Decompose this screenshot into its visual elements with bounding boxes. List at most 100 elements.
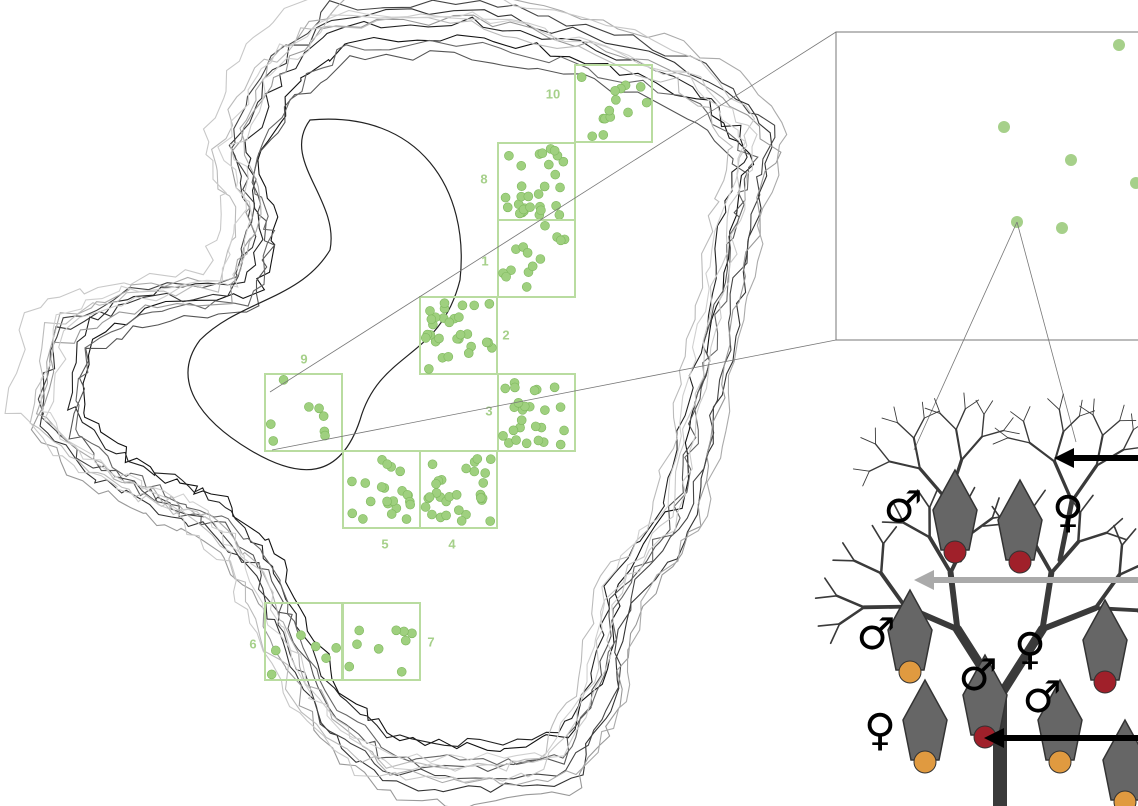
location-dot — [504, 151, 513, 160]
location-dot — [387, 510, 396, 519]
branch — [1008, 438, 1030, 443]
location-dot — [402, 515, 411, 524]
location-dot — [522, 439, 531, 448]
branch — [1042, 608, 1095, 629]
location-dot — [611, 86, 620, 95]
location-dot — [534, 190, 543, 199]
location-dot — [425, 306, 434, 315]
bat-wing — [933, 470, 977, 550]
branch — [1059, 410, 1063, 432]
location-dot — [552, 201, 561, 210]
sex-symbol: ♀ — [1052, 487, 1084, 538]
location-dot — [421, 333, 430, 342]
location-dot — [427, 315, 436, 324]
branch — [853, 469, 869, 471]
branch — [816, 596, 837, 598]
branch — [854, 561, 881, 573]
location-dot — [540, 406, 549, 415]
branch — [1119, 545, 1121, 574]
location-dot — [361, 479, 370, 488]
branch — [881, 544, 883, 573]
location-dot — [358, 514, 367, 523]
branch — [825, 578, 837, 596]
location-dot — [392, 626, 401, 635]
location-dot — [454, 313, 463, 322]
branch — [914, 418, 924, 438]
branch — [1093, 415, 1103, 435]
location-dot — [428, 460, 437, 469]
branch — [982, 414, 984, 436]
cell-label: 4 — [448, 536, 456, 551]
branch — [956, 409, 965, 429]
location-dot — [540, 221, 549, 230]
location-dot — [538, 149, 547, 158]
location-dot — [355, 626, 364, 635]
branch — [1119, 562, 1138, 574]
home-range-outlines — [5, 0, 787, 806]
location-dot — [528, 262, 537, 271]
location-dot — [464, 349, 473, 358]
location-dot — [482, 338, 491, 347]
sex-symbol: ♂ — [883, 482, 922, 533]
location-dot — [332, 643, 341, 652]
sex-symbol: ♀ — [1014, 624, 1046, 675]
location-dot — [605, 106, 614, 115]
branch — [863, 471, 870, 486]
bat — [903, 680, 947, 773]
branch — [864, 607, 905, 608]
branch — [882, 418, 897, 423]
location-dot — [536, 206, 545, 215]
location-dot — [440, 299, 449, 308]
branch — [1033, 490, 1045, 507]
bat-face — [944, 541, 966, 563]
location-dot — [424, 364, 433, 373]
branch — [1030, 443, 1055, 462]
bat-face — [1094, 671, 1116, 693]
branch — [940, 414, 956, 430]
bat-wing — [903, 680, 947, 760]
branch — [1123, 430, 1133, 450]
branch — [1103, 421, 1120, 436]
bat-wing — [998, 480, 1042, 560]
location-dot — [556, 403, 565, 412]
branch — [1003, 431, 1019, 434]
location-dot — [476, 493, 485, 502]
location-dot — [479, 478, 488, 487]
location-dot — [481, 469, 490, 478]
location-dot — [550, 383, 559, 392]
branch — [831, 624, 840, 643]
home-range — [83, 35, 754, 752]
location-dot — [526, 203, 535, 212]
location-dot — [347, 477, 356, 486]
location-dot — [304, 402, 313, 411]
location-dot — [560, 426, 569, 435]
location-dot — [383, 460, 392, 469]
location-dot — [624, 108, 633, 117]
cell-label: 7 — [427, 634, 434, 649]
location-dot — [271, 646, 280, 655]
location-dot — [454, 506, 463, 515]
location-dot — [397, 667, 406, 676]
location-dot — [396, 467, 405, 476]
location-dot — [444, 352, 453, 361]
home-range — [40, 9, 772, 792]
location-dot — [322, 654, 331, 663]
location-dot — [425, 493, 434, 502]
location-dot — [345, 662, 354, 671]
location-dot — [636, 82, 645, 91]
branch — [1024, 421, 1030, 442]
location-dot — [432, 479, 441, 488]
zoom-line — [1017, 222, 1076, 442]
branch — [984, 401, 993, 415]
location-dot — [556, 183, 565, 192]
location-dot — [540, 182, 549, 191]
branch — [869, 462, 889, 472]
branch — [1122, 529, 1136, 545]
sex-symbol: ♀ — [864, 705, 896, 756]
location-dot — [524, 192, 533, 201]
branch — [818, 624, 839, 626]
zoom-box — [836, 32, 1138, 340]
branch — [897, 423, 913, 438]
location-dot — [445, 318, 454, 327]
location-dot — [457, 516, 466, 525]
